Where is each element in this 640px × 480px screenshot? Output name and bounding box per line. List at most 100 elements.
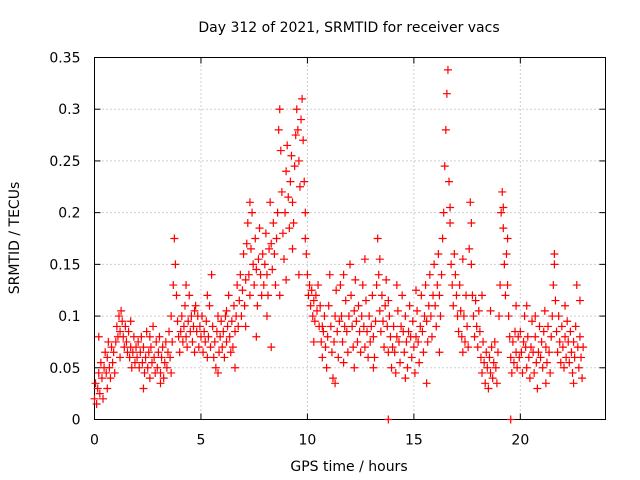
data-point	[302, 250, 311, 259]
data-point	[480, 358, 489, 367]
data-point	[96, 358, 105, 367]
data-point	[211, 363, 220, 372]
data-point	[478, 368, 487, 377]
data-point	[163, 348, 172, 357]
data-point	[182, 281, 191, 290]
data-point	[136, 348, 145, 357]
data-point	[300, 177, 309, 186]
data-point	[127, 363, 136, 372]
data-point	[441, 125, 450, 134]
data-point	[282, 275, 291, 284]
data-points	[90, 65, 588, 424]
data-point	[167, 368, 176, 377]
data-point	[542, 358, 551, 367]
data-point	[352, 317, 361, 326]
data-point	[182, 332, 191, 341]
data-point	[371, 317, 380, 326]
data-point	[274, 125, 283, 134]
data-point	[184, 317, 193, 326]
data-point	[435, 291, 444, 300]
data-point	[147, 358, 156, 367]
data-point	[505, 332, 514, 341]
data-point	[571, 322, 580, 331]
data-point	[350, 363, 359, 372]
data-point	[331, 379, 340, 388]
data-point	[233, 281, 242, 290]
data-point	[467, 218, 476, 227]
data-point	[248, 208, 257, 217]
data-point	[176, 327, 185, 336]
data-point	[285, 224, 294, 233]
data-point	[343, 348, 352, 357]
data-point	[260, 260, 269, 269]
data-point	[504, 312, 513, 321]
data-point	[139, 343, 148, 352]
data-point	[97, 374, 106, 383]
data-point	[384, 296, 393, 305]
data-point	[466, 198, 475, 207]
data-point	[523, 332, 532, 341]
data-point	[398, 291, 407, 300]
data-point	[524, 353, 533, 362]
data-point	[442, 89, 451, 98]
data-point	[507, 368, 516, 377]
data-point	[228, 343, 237, 352]
data-point	[495, 312, 504, 321]
data-point	[541, 343, 550, 352]
data-point	[473, 343, 482, 352]
data-point	[242, 239, 251, 248]
data-point	[402, 337, 411, 346]
data-point	[334, 353, 343, 362]
data-point	[171, 260, 180, 269]
data-point	[404, 327, 413, 336]
data-point	[149, 322, 158, 331]
data-point	[262, 270, 271, 279]
data-point	[401, 312, 410, 321]
data-point	[465, 244, 474, 253]
data-point	[374, 270, 383, 279]
data-point	[137, 332, 146, 341]
data-point	[324, 301, 333, 310]
data-point	[554, 312, 563, 321]
data-point	[443, 65, 452, 74]
data-point	[342, 327, 351, 336]
data-point	[458, 348, 467, 357]
data-point	[121, 322, 130, 331]
data-point	[218, 343, 227, 352]
data-point	[244, 270, 253, 279]
data-point	[224, 291, 233, 300]
data-point	[267, 343, 276, 352]
data-point	[308, 312, 317, 321]
data-point	[293, 125, 302, 134]
data-point	[231, 327, 240, 336]
data-point	[267, 239, 276, 248]
data-point	[469, 312, 478, 321]
data-point	[375, 306, 384, 315]
data-point	[575, 296, 584, 305]
data-point	[156, 368, 165, 377]
data-point	[375, 255, 384, 264]
data-point	[491, 363, 500, 372]
data-point	[170, 234, 179, 243]
data-point	[90, 394, 99, 403]
data-point	[318, 353, 327, 362]
x-axis-label: GPS time / hours	[290, 459, 407, 475]
data-point	[503, 281, 512, 290]
data-point	[579, 343, 588, 352]
data-point	[552, 327, 561, 336]
data-point	[550, 260, 559, 269]
data-point	[550, 250, 559, 259]
data-point	[539, 327, 548, 336]
data-point	[516, 327, 525, 336]
data-point	[368, 291, 377, 300]
data-point	[201, 337, 210, 346]
data-point	[522, 301, 531, 310]
data-point	[578, 374, 587, 383]
data-point	[194, 343, 203, 352]
data-point	[162, 363, 171, 372]
data-point	[155, 332, 164, 341]
data-point	[134, 337, 143, 346]
data-point	[168, 337, 177, 346]
data-point	[253, 301, 262, 310]
data-point	[165, 327, 174, 336]
